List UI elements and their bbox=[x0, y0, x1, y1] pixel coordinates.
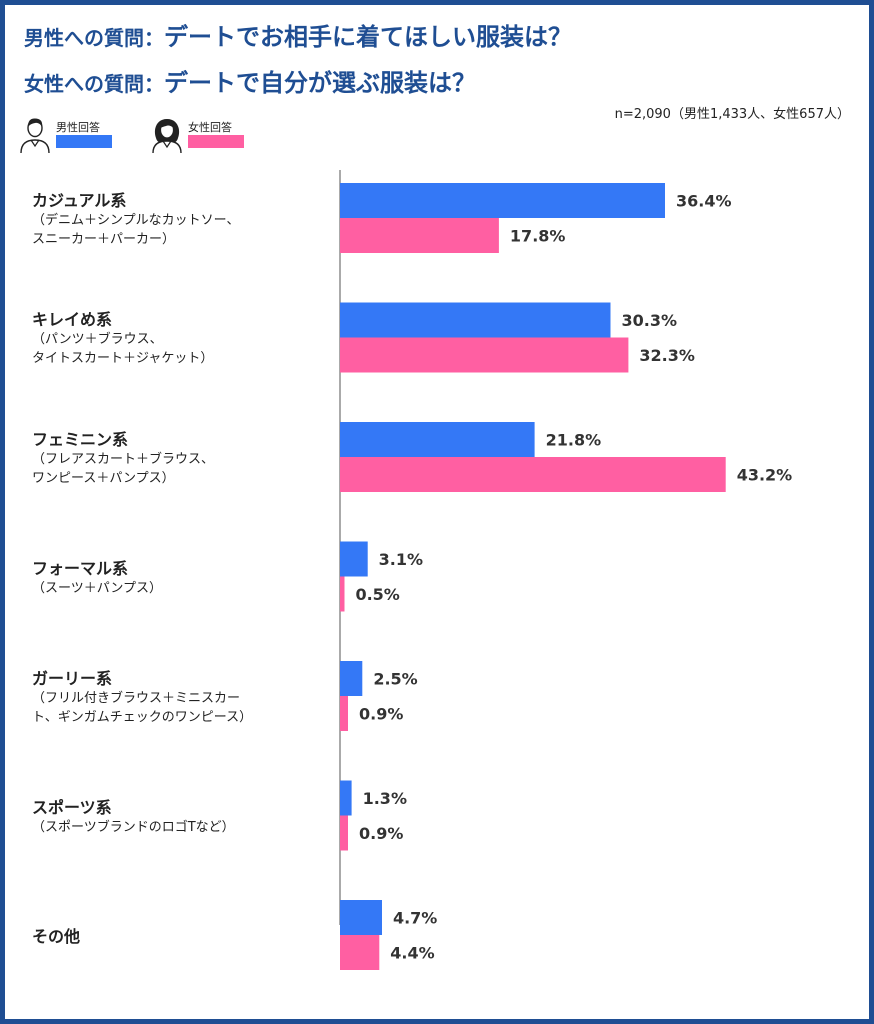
data-label-female-3: 0.5% bbox=[355, 585, 399, 604]
woman-avatar-icon bbox=[152, 119, 182, 154]
title-male-prefix: 男性への質問： bbox=[24, 26, 164, 50]
data-label-female-5: 0.9% bbox=[359, 824, 403, 843]
legend-male-label: 男性回答 bbox=[56, 121, 100, 134]
category-name: フォーマル系 bbox=[32, 558, 129, 578]
bar-male-3 bbox=[340, 541, 368, 577]
data-label-male-4: 2.5% bbox=[373, 670, 417, 689]
data-label-male-2: 21.8% bbox=[546, 431, 602, 450]
man-avatar-icon bbox=[20, 118, 50, 154]
category-label-2: フェミニン系 （フレアスカート＋ブラウス、 ワンピース＋パンプス） bbox=[32, 429, 214, 488]
title-male-question: 男性への質問：デートでお相手に着てほしい服装は？ bbox=[24, 17, 572, 52]
data-label-female-4: 0.9% bbox=[359, 705, 403, 724]
bar-male-1 bbox=[340, 302, 611, 338]
data-label-female-0: 17.8% bbox=[510, 227, 566, 246]
category-name: スポーツ系 bbox=[32, 797, 112, 817]
category-description: スニーカー＋パーカー） bbox=[32, 231, 176, 247]
title-female-question: 女性への質問：デートで自分が選ぶ服装は？ bbox=[24, 63, 476, 98]
category-description: （フリル付きブラウス＋ミニスカー bbox=[32, 690, 241, 706]
category-description: （スポーツブランドのロゴTなど） bbox=[32, 819, 235, 835]
bar-female-6 bbox=[340, 935, 380, 970]
data-label-female-6: 4.4% bbox=[390, 944, 434, 963]
bar-female-0 bbox=[340, 218, 499, 253]
category-name: その他 bbox=[32, 926, 81, 946]
legend-female-label: 女性回答 bbox=[188, 121, 232, 134]
category-label-1: キレイめ系 （パンツ＋ブラウス、タイトスカート＋ジャケット） bbox=[32, 309, 213, 368]
bar-female-5 bbox=[340, 815, 348, 851]
category-description: ト、ギンガムチェックのワンピース） bbox=[32, 709, 253, 725]
bar-male-5 bbox=[340, 780, 352, 816]
category-description: （パンツ＋ブラウス、 bbox=[32, 332, 163, 347]
category-label-5: スポーツ系 （スポーツブランドのロゴTなど） bbox=[32, 797, 235, 837]
category-description: ワンピース＋パンプス） bbox=[32, 470, 175, 486]
data-label-male-5: 1.3% bbox=[363, 789, 407, 808]
category-name: ガーリー系 bbox=[32, 668, 113, 688]
data-label-male-6: 4.7% bbox=[393, 909, 437, 928]
bar-male-6 bbox=[340, 900, 382, 935]
category-description: （デニム＋シンプルなカットソー、 bbox=[32, 212, 240, 228]
data-label-male-3: 3.1% bbox=[379, 550, 423, 569]
bar-female-2 bbox=[340, 457, 726, 492]
bar-female-1 bbox=[340, 337, 629, 373]
title-male-main: デートでお相手に着てほしい服装は？ bbox=[164, 23, 572, 51]
bar-male-0 bbox=[340, 183, 665, 218]
data-label-male-0: 36.4% bbox=[676, 192, 732, 211]
category-name: キレイめ系 bbox=[32, 310, 113, 329]
category-name: カジュアル系 bbox=[32, 190, 127, 210]
category-description: タイトスカート＋ジャケット） bbox=[32, 351, 214, 366]
data-label-male-1: 30.3% bbox=[622, 311, 678, 330]
legend-male-swatch bbox=[56, 135, 112, 148]
category-label-6: その他 bbox=[32, 926, 80, 947]
title-female-prefix: 女性への質問： bbox=[24, 72, 164, 96]
legend-female-swatch bbox=[188, 135, 244, 148]
data-label-female-2: 43.2% bbox=[737, 466, 793, 485]
bar-male-2 bbox=[340, 422, 535, 457]
category-label-4: ガーリー系 （フリル付きブラウス＋ミニスカー ト、ギンガムチェックのワンピース） bbox=[32, 668, 252, 727]
sample-size-note: n=2,090（男性1,433人、女性657人） bbox=[614, 107, 850, 122]
category-name: フェミニン系 bbox=[32, 429, 129, 449]
bar-male-4 bbox=[340, 661, 363, 696]
data-label-female-1: 32.3% bbox=[639, 346, 695, 365]
bar-female-4 bbox=[340, 696, 348, 731]
category-description: （フレアスカート＋ブラウス、 bbox=[32, 451, 215, 467]
title-female-main: デートで自分が選ぶ服装は？ bbox=[164, 69, 476, 97]
category-label-3: フォーマル系 （スーツ＋パンプス） bbox=[32, 558, 162, 598]
category-description: （スーツ＋パンプス） bbox=[32, 580, 163, 596]
category-label-0: カジュアル系 （デニム＋シンプルなカットソー、 スニーカー＋パーカー） bbox=[32, 190, 239, 249]
bar-female-3 bbox=[340, 576, 345, 612]
